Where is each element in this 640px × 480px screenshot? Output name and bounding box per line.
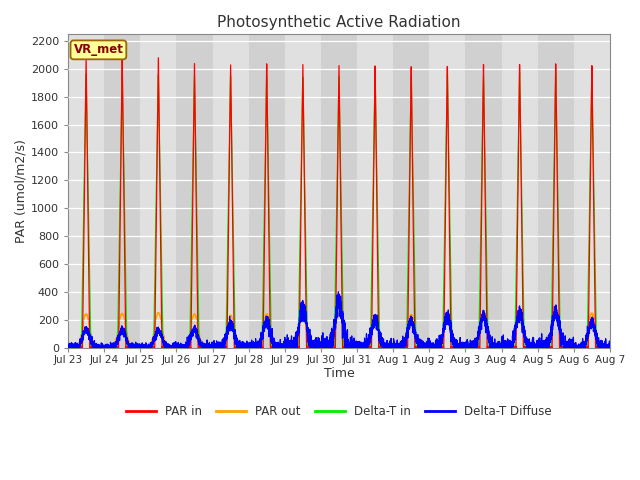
- Bar: [285, 34, 321, 348]
- Bar: [321, 34, 357, 348]
- Text: VR_met: VR_met: [74, 43, 124, 56]
- Y-axis label: PAR (umol/m2/s): PAR (umol/m2/s): [15, 139, 28, 243]
- Bar: [465, 34, 502, 348]
- Bar: [140, 34, 177, 348]
- Bar: [502, 34, 538, 348]
- Bar: [538, 34, 573, 348]
- Bar: [104, 34, 140, 348]
- Title: Photosynthetic Active Radiation: Photosynthetic Active Radiation: [217, 15, 461, 30]
- Bar: [429, 34, 465, 348]
- Bar: [357, 34, 393, 348]
- Bar: [212, 34, 249, 348]
- Bar: [249, 34, 285, 348]
- X-axis label: Time: Time: [324, 367, 355, 380]
- Bar: [573, 34, 610, 348]
- Bar: [68, 34, 104, 348]
- Bar: [393, 34, 429, 348]
- Bar: [177, 34, 212, 348]
- Legend: PAR in, PAR out, Delta-T in, Delta-T Diffuse: PAR in, PAR out, Delta-T in, Delta-T Dif…: [122, 401, 556, 423]
